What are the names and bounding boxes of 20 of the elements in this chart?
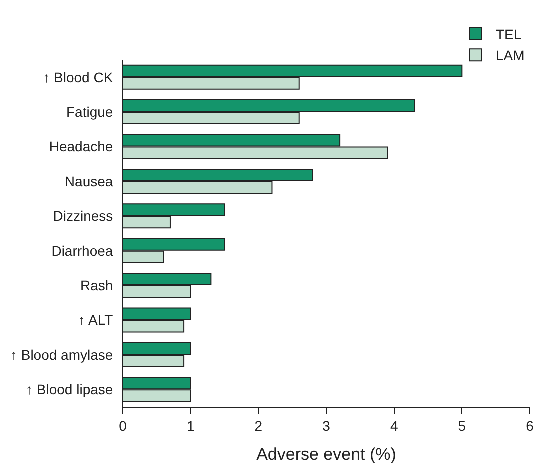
x-tick-label: 3 <box>322 418 331 434</box>
y-tick-label: Diarrhoea <box>52 242 114 259</box>
legend-label: LAM <box>496 48 525 64</box>
y-tick-label: ↑ ALT <box>78 312 114 328</box>
y-tick-label: ↑ Blood CK <box>43 69 114 86</box>
y-tick-label: ↑ Blood amylase <box>10 346 114 363</box>
x-tick-label: 5 <box>458 418 466 434</box>
x-tick-label: 4 <box>390 418 398 434</box>
y-tick-label: Fatigue <box>66 104 114 120</box>
x-tick-label: 1 <box>186 418 195 434</box>
y-tick-label: Nausea <box>64 173 114 190</box>
x-axis-title: Adverse event (%) <box>256 445 396 464</box>
x-tick-label: 0 <box>119 418 128 434</box>
y-tick-label: Dizziness <box>53 208 114 224</box>
x-tick-label: 6 <box>526 418 534 434</box>
y-tick-label: Headache <box>49 138 114 155</box>
y-tick-label: Rash <box>80 277 114 294</box>
x-tick-label: 2 <box>254 418 263 434</box>
y-tick-label: ↑ Blood lipase <box>26 382 114 398</box>
legend-label: TEL <box>496 26 522 42</box>
